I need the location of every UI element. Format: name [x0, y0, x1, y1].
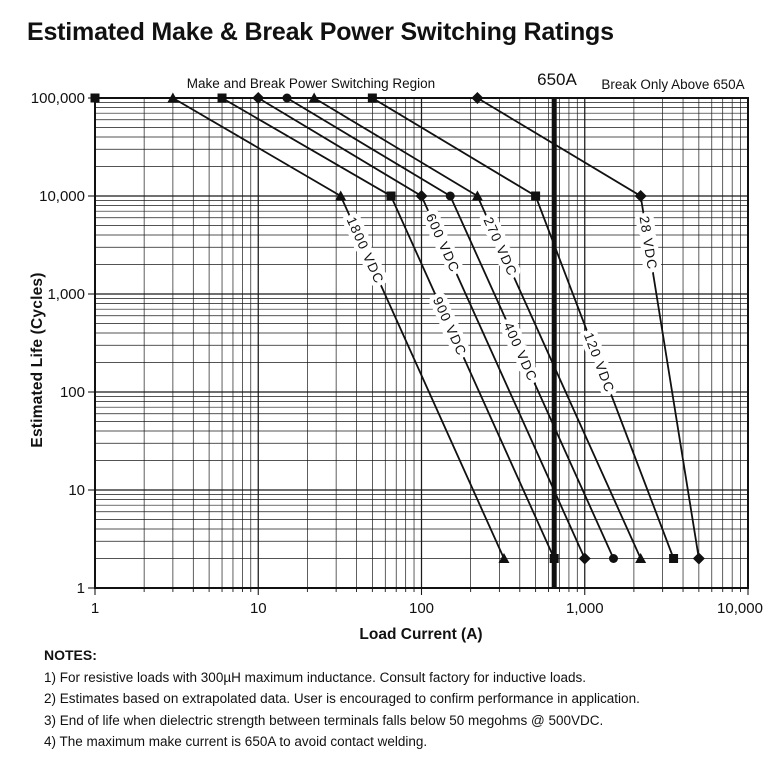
marker-diamond — [415, 190, 428, 202]
series-line-28-vdc — [95, 97, 700, 559]
marker-circle — [445, 191, 455, 201]
notes-heading: NOTES: — [44, 647, 97, 663]
marker-square — [531, 191, 541, 201]
650a-annotation: 650A — [537, 70, 577, 89]
y-tick-label: 100,000 — [31, 90, 85, 107]
x-tick-label: 1 — [91, 600, 99, 617]
series-270-vdc: 270 VDC — [95, 92, 647, 563]
series-label-270-vdc: 270 VDC — [481, 215, 521, 279]
y-tick-label: 1 — [77, 580, 85, 597]
page-title: Estimated Make & Break Power Switching R… — [27, 18, 614, 46]
series-120-vdc: 120 VDC — [95, 93, 679, 563]
marker-square — [386, 191, 396, 201]
marker-square — [549, 553, 559, 563]
break-only-annotation: Break Only Above 650A — [601, 77, 745, 92]
series-label-900-vdc: 900 VDC — [430, 295, 470, 359]
start-marker-square — [90, 93, 100, 103]
series-900-vdc: 900 VDC — [95, 93, 559, 563]
axis-ticks — [88, 97, 749, 595]
marker-triangle — [335, 190, 347, 201]
marker-square — [669, 553, 679, 563]
x-tick-label: 100 — [409, 600, 434, 617]
notes-section: NOTES: 1) For resistive loads with 300µH… — [44, 645, 640, 753]
limit-line-650a — [551, 98, 557, 588]
marker-triangle — [498, 552, 510, 563]
note-item-2: 2) Estimates based on extrapolated data.… — [44, 691, 640, 706]
marker-diamond — [471, 92, 484, 104]
series-label-600-vdc: 600 VDC — [423, 211, 463, 275]
note-item-3: 3) End of life when dielectric strength … — [44, 712, 604, 728]
y-tick-label: 10 — [68, 482, 85, 499]
marker-diamond — [578, 552, 591, 565]
note-item-1: 1) For resistive loads with 300µH maximu… — [44, 669, 587, 685]
note-item-4: 4) The maximum make current is 650A to a… — [44, 734, 428, 749]
x-tick-label: 10 — [250, 600, 267, 617]
y-tick-label: 100 — [60, 384, 85, 401]
marker-diamond — [634, 190, 647, 202]
marker-circle — [608, 553, 618, 563]
x-tick-label: 10,000 — [717, 600, 763, 617]
y-axis-title: Estimated Life (Cycles) — [29, 272, 46, 448]
y-tick-labels: 1 10 100 1,000 10,000 100,000 — [31, 90, 85, 597]
y-tick-label: 10,000 — [39, 188, 85, 205]
region-annotation: Make and Break Power Switching Region — [186, 76, 436, 91]
marker-diamond — [692, 552, 705, 565]
series-label-28-vdc: 28 VDC — [636, 215, 659, 271]
x-tick-label: 1,000 — [566, 600, 604, 617]
series-label-400-vdc: 400 VDC — [501, 320, 541, 384]
y-tick-label: 1,000 — [47, 286, 85, 303]
x-tick-labels: 1 10 100 1,000 10,000 — [91, 600, 763, 617]
x-axis-title: Load Current (A) — [359, 626, 483, 643]
marker-triangle — [635, 552, 647, 563]
marker-triangle — [471, 190, 483, 201]
